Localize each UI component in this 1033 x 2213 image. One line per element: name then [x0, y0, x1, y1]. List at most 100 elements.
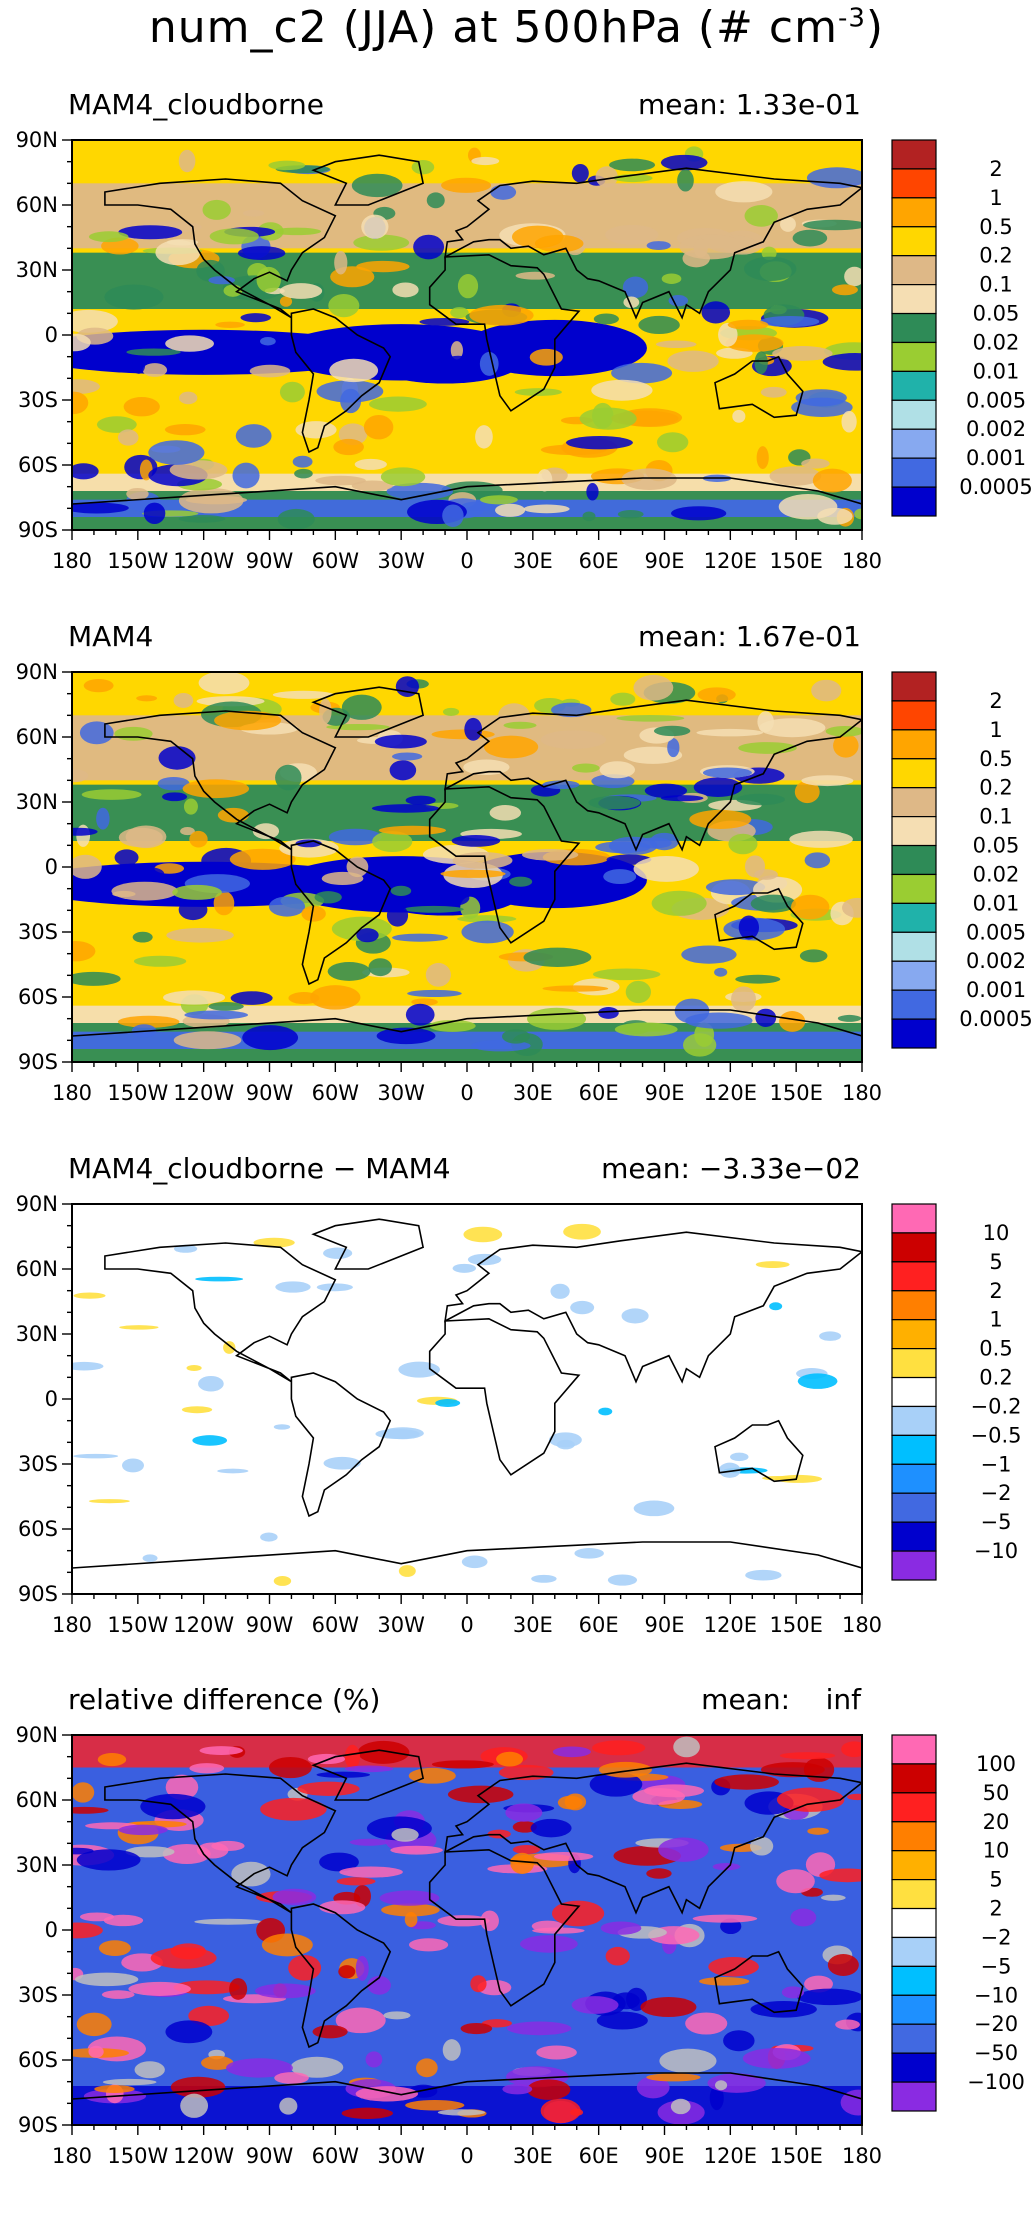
colorbar-swatch	[891, 1463, 937, 1494]
coastline	[714, 355, 804, 419]
x-tick-label: 120E	[704, 1081, 757, 1105]
coastline	[72, 2072, 862, 2125]
y-tick-label: 30S	[18, 388, 58, 412]
coastline	[104, 178, 337, 319]
coastline	[714, 1950, 804, 2014]
colorbar-swatch	[891, 931, 937, 962]
colorbar-label: −5	[981, 1954, 1012, 1978]
colorbar-swatch	[891, 671, 937, 702]
colorbar-swatch	[891, 312, 937, 344]
x-tick-label: 30E	[513, 1081, 553, 1105]
x-tick-label: 60E	[579, 549, 619, 573]
coastline	[72, 477, 862, 530]
x-tick-label: 60W	[312, 1081, 360, 1105]
y-tick-label: 90S	[18, 1582, 58, 1606]
x-tick-label: 90E	[645, 1613, 685, 1637]
y-tick-label: 60S	[18, 985, 58, 1009]
x-tick-label: 120W	[173, 2144, 234, 2168]
coastline	[311, 154, 425, 206]
colorbar-label: 2	[989, 157, 1002, 181]
coastline	[444, 699, 862, 852]
y-tick-label: 30N	[16, 258, 58, 282]
field-background	[72, 1204, 862, 1594]
colorbar-swatch	[891, 729, 937, 760]
colorbar-swatch	[891, 1821, 937, 1852]
colorbar-swatch	[891, 1376, 937, 1408]
coastline	[444, 1231, 862, 1384]
y-tick-label: 60S	[18, 2048, 58, 2072]
x-tick-label: 180	[842, 1081, 882, 1105]
x-tick-label: 30E	[513, 2144, 553, 2168]
coastline	[290, 1372, 392, 1518]
x-tick-label: 90W	[246, 2144, 294, 2168]
y-tick-label: 60N	[16, 1788, 58, 1812]
coastline	[290, 840, 392, 986]
colorbar-label: −2	[981, 1481, 1012, 1505]
x-tick-label: 120E	[704, 549, 757, 573]
colorbar-swatch	[891, 1319, 937, 1350]
colorbar-label: −20	[974, 2012, 1018, 2036]
colorbar-label: −5	[981, 1510, 1012, 1534]
colorbar-label: −1	[981, 1452, 1012, 1476]
colorbar-swatch	[891, 1879, 937, 1910]
panel-plot: 180 150W 120W 90W 60W 30W 0 30E 60E 90E 120E 150E 18…	[16, 1192, 1022, 1637]
x-tick-label: 60W	[312, 1613, 360, 1637]
colorbar-label: 2	[989, 689, 1002, 713]
y-tick-label: 0	[45, 323, 58, 347]
colorbar-label: 10	[983, 1221, 1010, 1245]
x-tick-label: 60E	[579, 1613, 619, 1637]
y-tick-label: 30S	[18, 1452, 58, 1476]
colorbar-swatch	[891, 1348, 937, 1379]
coastline	[428, 1848, 581, 2007]
coastline	[104, 1773, 337, 1914]
x-tick-label: 150W	[107, 549, 168, 573]
coastline	[72, 1009, 862, 1062]
x-tick-label: 150W	[107, 2144, 168, 2168]
coastline	[290, 1903, 392, 2049]
y-tick-label: 60N	[16, 725, 58, 749]
colorbar-swatch	[891, 960, 937, 991]
colorbar-label: 0.02	[973, 862, 1020, 886]
y-tick-label: 0	[45, 1918, 58, 1942]
colorbar-label: 20	[983, 1810, 1010, 1834]
x-tick-label: 120W	[173, 549, 234, 573]
colorbar-swatch	[891, 2023, 937, 2054]
colorbar-swatch	[891, 787, 937, 818]
panel-label: MAM4_cloudborne − MAM4	[68, 1152, 451, 1185]
colorbar-swatch	[891, 1521, 937, 1552]
colorbar-swatch	[891, 2052, 937, 2083]
y-tick-label: 30S	[18, 1983, 58, 2007]
colorbar-swatch	[891, 758, 937, 789]
colorbar-swatch	[891, 428, 937, 459]
x-tick-label: 120W	[173, 1081, 234, 1105]
y-tick-label: 0	[45, 1387, 58, 1411]
colorbar-swatch	[891, 226, 937, 257]
y-tick-label: 60S	[18, 1517, 58, 1541]
colorbar-label: 0.0005	[959, 1007, 1032, 1031]
colorbar-swatch	[891, 1434, 937, 1465]
panel-plot: 180 150W 120W 90W 60W 30W 0 30E 60E 90E 120E 150E 18…	[16, 128, 1033, 573]
panel-mean: mean: 1.67e-01	[637, 620, 861, 653]
colorbar-label: −0.5	[971, 1423, 1022, 1447]
colorbar-swatch	[891, 1763, 937, 1794]
colorbar-swatch	[891, 255, 937, 286]
x-tick-label: 120W	[173, 1613, 234, 1637]
colorbar-label: 0.2	[979, 776, 1012, 800]
panel-mam4: MAM4 mean: 1.67e-01 180 150W 120W 90W 60W 30W…	[0, 620, 1033, 1150]
colorbar-swatch	[891, 1994, 937, 2025]
panel-mean: mean: −3.33e−02	[601, 1152, 861, 1185]
colorbar-label: 0.02	[973, 330, 1020, 354]
colorbar-swatch	[891, 1850, 937, 1881]
x-tick-label: 0	[460, 1081, 473, 1105]
x-tick-label: 150E	[769, 1613, 822, 1637]
colorbar-label: 0.001	[966, 978, 1026, 1002]
coastline	[444, 1762, 862, 1915]
x-tick-label: 60E	[579, 2144, 619, 2168]
colorbar-swatch	[891, 284, 937, 315]
colorbar-label: 100	[976, 1752, 1016, 1776]
coastline	[444, 167, 862, 320]
colorbar-label: 1	[989, 1308, 1002, 1332]
x-tick-label: 90E	[645, 1081, 685, 1105]
y-tick-label: 90N	[16, 128, 58, 152]
